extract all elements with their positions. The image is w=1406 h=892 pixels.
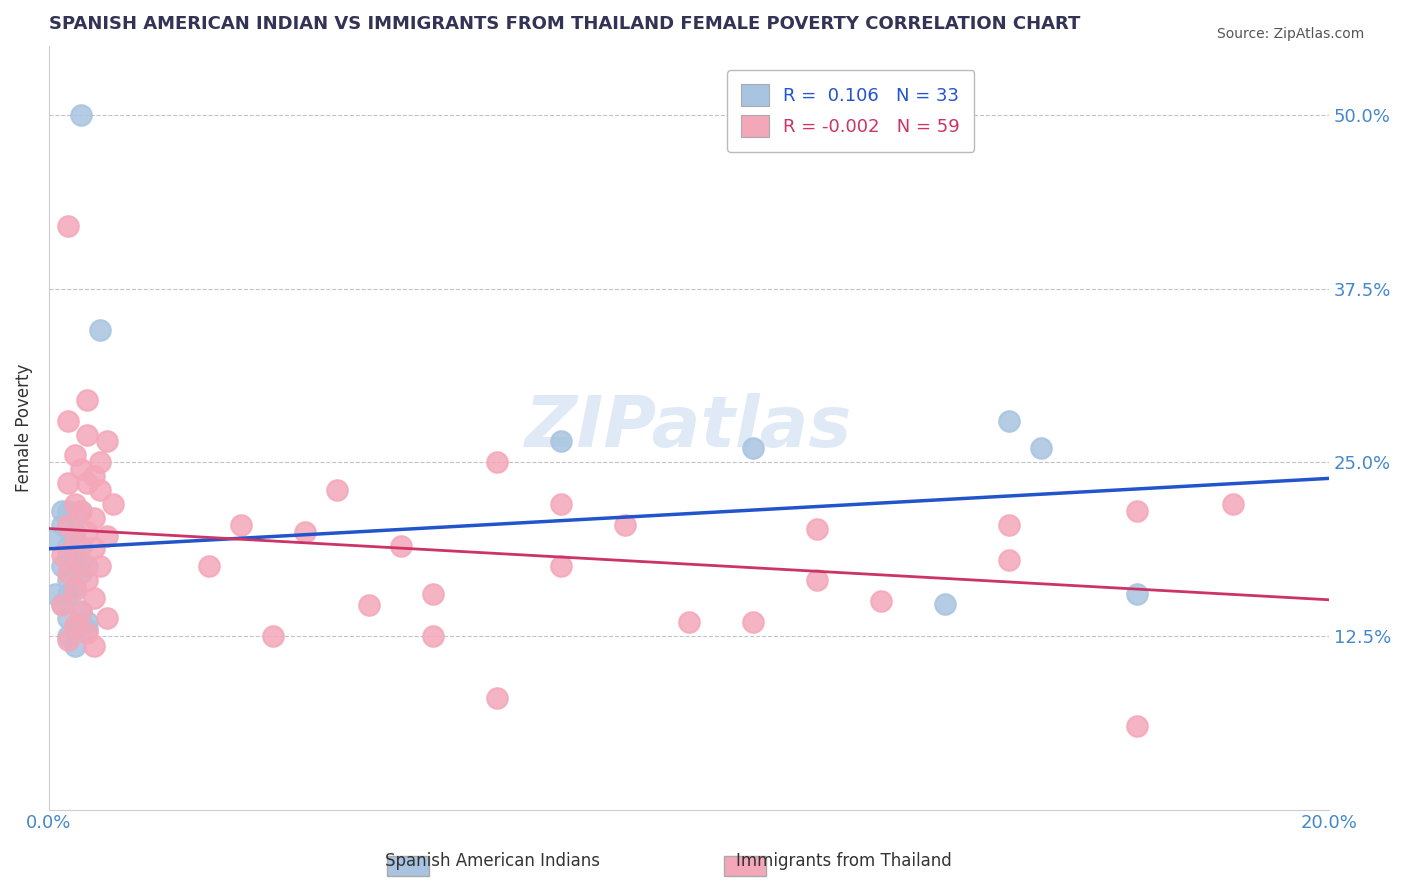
Point: [550, 559, 572, 574]
Point: [76, 615, 98, 629]
Point: [63, 622, 86, 636]
Point: [485, 691, 508, 706]
Point: [63, 497, 86, 511]
Point: [422, 587, 444, 601]
Point: [934, 597, 956, 611]
Point: [56, 574, 79, 588]
Text: ZIPatlas: ZIPatlas: [526, 393, 852, 462]
Point: [51, 517, 73, 532]
Text: Spanish American Indians: Spanish American Indians: [385, 852, 599, 870]
Point: [76, 392, 98, 407]
Point: [101, 497, 124, 511]
Point: [70, 604, 93, 618]
Point: [422, 629, 444, 643]
Point: [83, 511, 105, 525]
Point: [76, 622, 98, 636]
Point: [51, 504, 73, 518]
Point: [89, 559, 111, 574]
Point: [229, 517, 252, 532]
Point: [83, 469, 105, 483]
Point: [83, 591, 105, 606]
Point: [550, 434, 572, 449]
Point: [51, 549, 73, 563]
Point: [63, 583, 86, 598]
Point: [63, 580, 86, 594]
Point: [1126, 719, 1149, 733]
Point: [56, 219, 79, 234]
Point: [63, 552, 86, 566]
Point: [70, 539, 93, 553]
Point: [56, 504, 79, 518]
Point: [76, 559, 98, 574]
Point: [89, 455, 111, 469]
Text: SPANISH AMERICAN INDIAN VS IMMIGRANTS FROM THAILAND FEMALE POVERTY CORRELATION C: SPANISH AMERICAN INDIAN VS IMMIGRANTS FR…: [49, 15, 1080, 33]
Point: [56, 546, 79, 560]
Point: [70, 605, 93, 619]
Point: [741, 615, 763, 629]
Point: [326, 483, 349, 497]
Point: [83, 541, 105, 556]
Point: [96, 529, 118, 543]
Point: [262, 629, 284, 643]
Point: [294, 524, 316, 539]
Point: [70, 462, 93, 476]
Legend: R =  0.106   N = 33, R = -0.002   N = 59: R = 0.106 N = 33, R = -0.002 N = 59: [727, 70, 974, 152]
Point: [56, 414, 79, 428]
Point: [63, 524, 86, 539]
Point: [83, 639, 105, 653]
Point: [70, 504, 93, 518]
Point: [56, 611, 79, 625]
Point: [44, 587, 66, 601]
Point: [56, 587, 79, 601]
Text: Immigrants from Thailand: Immigrants from Thailand: [735, 852, 952, 870]
Point: [96, 611, 118, 625]
Point: [70, 108, 93, 122]
Point: [56, 629, 79, 643]
Point: [1126, 587, 1149, 601]
Point: [613, 517, 636, 532]
Point: [1126, 504, 1149, 518]
Point: [56, 476, 79, 491]
Point: [485, 455, 508, 469]
Point: [63, 639, 86, 653]
Point: [389, 539, 412, 553]
Y-axis label: Female Poverty: Female Poverty: [15, 363, 32, 491]
Point: [89, 323, 111, 337]
Point: [998, 414, 1021, 428]
Point: [869, 594, 891, 608]
Point: [44, 532, 66, 546]
Point: [56, 633, 79, 648]
Point: [70, 504, 93, 518]
Point: [1222, 497, 1244, 511]
Point: [63, 449, 86, 463]
Point: [76, 524, 98, 539]
Point: [96, 434, 118, 449]
Point: [89, 483, 111, 497]
Point: [51, 599, 73, 613]
Point: [76, 574, 98, 588]
Point: [56, 566, 79, 581]
Point: [806, 522, 828, 536]
Point: [806, 574, 828, 588]
Point: [70, 566, 93, 581]
Point: [56, 517, 79, 532]
Point: [357, 599, 380, 613]
Point: [63, 536, 86, 550]
Point: [550, 497, 572, 511]
Point: [76, 427, 98, 442]
Text: Source: ZipAtlas.com: Source: ZipAtlas.com: [1216, 27, 1364, 41]
Point: [1029, 442, 1052, 456]
Point: [56, 539, 79, 553]
Point: [198, 559, 221, 574]
Point: [741, 442, 763, 456]
Point: [76, 626, 98, 640]
Point: [678, 615, 700, 629]
Point: [998, 517, 1021, 532]
Point: [76, 476, 98, 491]
Point: [51, 559, 73, 574]
Point: [998, 552, 1021, 566]
Point: [63, 617, 86, 632]
Point: [70, 555, 93, 569]
Point: [51, 597, 73, 611]
